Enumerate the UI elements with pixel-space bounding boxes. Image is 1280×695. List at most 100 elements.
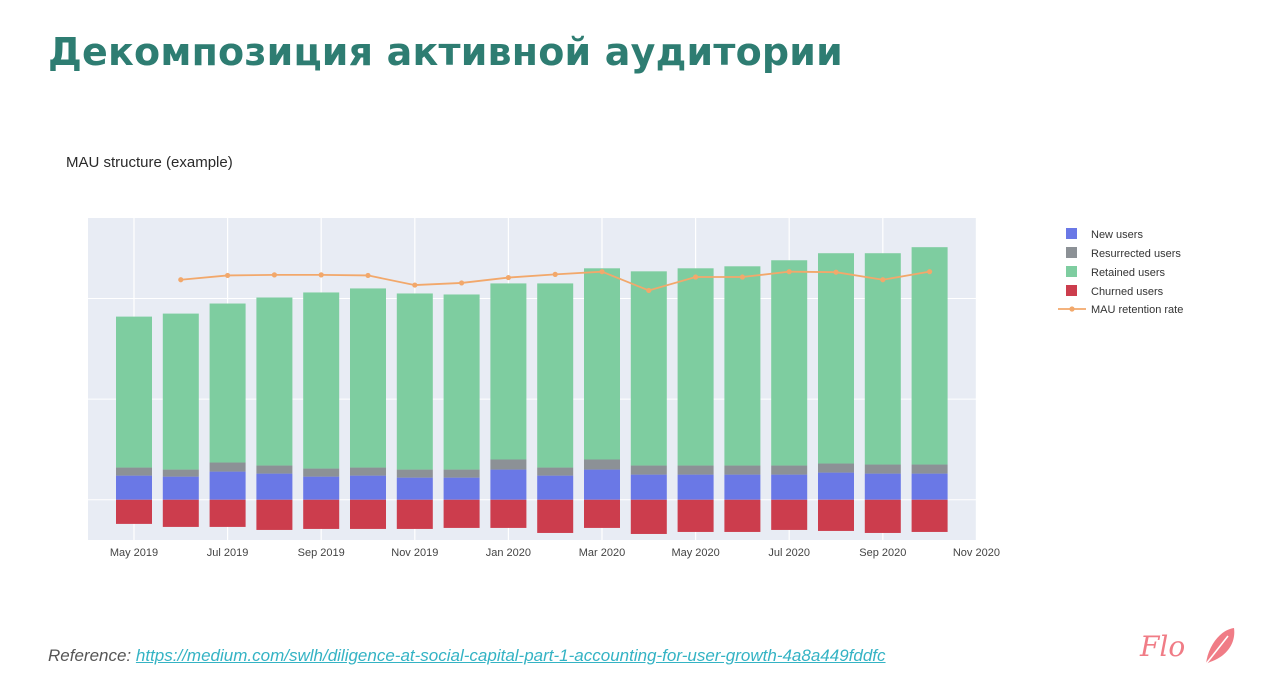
- legend-swatch-retained-users: [1066, 266, 1077, 277]
- resurrected-users-bar: [443, 469, 480, 478]
- resurrected-users-bar: [771, 465, 808, 475]
- retention-rate-point: [271, 272, 277, 278]
- legend-swatch-retention-point: [1069, 306, 1075, 312]
- feather-icon: [1205, 628, 1235, 665]
- retained-users-bar: [584, 268, 620, 460]
- x-tick-label: May 2019: [110, 547, 158, 559]
- chart-title: MAU structure (example): [66, 154, 233, 171]
- retention-rate-point: [786, 269, 792, 275]
- resurrected-users-bar: [209, 462, 246, 472]
- resurrected-users-bar: [818, 463, 854, 473]
- retention-rate-point: [412, 282, 418, 288]
- retention-rate-point: [552, 271, 558, 277]
- churned-users-bar: [162, 499, 199, 527]
- new-users-bar: [303, 476, 340, 500]
- retention-rate-point: [178, 277, 184, 283]
- resurrected-users-bar: [396, 469, 433, 478]
- churned-users-bar: [630, 499, 667, 534]
- retained-users-bar: [443, 294, 480, 470]
- new-users-bar: [396, 477, 433, 500]
- churned-users-bar: [537, 499, 574, 533]
- churned-users-bar: [818, 499, 854, 531]
- retention-rate-point: [646, 287, 652, 294]
- x-tick-label: Sep 2020: [859, 547, 906, 559]
- new-users-bar: [490, 469, 527, 500]
- new-users-bar: [350, 475, 386, 500]
- churned-users-bar: [396, 499, 433, 529]
- resurrected-users-bar: [864, 464, 901, 474]
- retention-rate-point: [880, 277, 886, 283]
- resurrected-users-bar: [724, 465, 761, 475]
- churned-users-bar: [350, 499, 386, 529]
- resurrected-users-bar: [584, 459, 620, 470]
- churned-users-bar: [864, 499, 901, 533]
- resurrected-users-bar: [350, 467, 386, 476]
- mau-structure-chart: May 2019 Jul 2019 Sep 2019 Nov 2019 Jan 2020…: [88, 218, 1183, 559]
- legend-label-retention-rate: MAU retention rate: [1091, 304, 1183, 316]
- retained-users-bar: [818, 253, 854, 464]
- retention-rate-point: [365, 272, 371, 279]
- new-users-bar: [911, 473, 948, 500]
- resurrected-users-bar: [677, 465, 714, 475]
- retention-rate-point: [693, 274, 699, 280]
- retained-users-bar: [537, 283, 574, 468]
- retained-users-bar: [162, 313, 199, 470]
- new-users-bar: [209, 471, 246, 500]
- churned-users-bar: [209, 499, 246, 527]
- legend-label-resurrected-users: Resurrected users: [1091, 248, 1181, 260]
- reference-link[interactable]: https://medium.com/swlh/diligence-at-soc…: [135, 646, 886, 665]
- resurrected-users-bar: [490, 459, 527, 470]
- retained-users-bar: [490, 283, 527, 460]
- resurrected-users-bar: [116, 467, 152, 476]
- new-users-bar: [584, 469, 620, 500]
- new-users-bar: [256, 473, 293, 500]
- retained-users-bar: [303, 292, 340, 469]
- slide-title: Декомпозиция активной аудитории: [48, 30, 843, 74]
- flo-logo: Flo: [1140, 622, 1240, 672]
- retention-rate-point: [927, 269, 933, 275]
- retained-users-bar: [677, 268, 714, 466]
- new-users-bar: [818, 472, 854, 500]
- churned-users-bar: [911, 499, 948, 532]
- flo-logo-text: Flo: [1140, 630, 1186, 663]
- retention-rate-point: [833, 269, 839, 275]
- new-users-bar: [162, 476, 199, 500]
- retention-rate-point: [739, 274, 746, 280]
- resurrected-users-bar: [256, 465, 293, 474]
- x-tick-label: Nov 2019: [391, 547, 438, 559]
- x-tick-label: May 2020: [671, 547, 719, 559]
- retained-users-bar: [116, 316, 152, 468]
- legend-label-churned-users: Churned users: [1091, 286, 1164, 298]
- retention-rate-point: [599, 269, 605, 275]
- retained-users-bar: [911, 247, 948, 465]
- legend-label-new-users: New users: [1091, 229, 1143, 241]
- retained-users-bar: [724, 266, 761, 466]
- resurrected-users-bar: [162, 469, 199, 477]
- x-tick-label: Jul 2019: [207, 547, 249, 559]
- x-tick-label: Jan 2020: [486, 547, 531, 559]
- retained-users-bar: [630, 271, 667, 466]
- new-users-bar: [630, 474, 667, 500]
- new-users-bar: [864, 473, 901, 500]
- retained-users-bar: [256, 297, 293, 466]
- new-users-bar: [677, 474, 714, 500]
- retention-rate-point: [318, 272, 324, 278]
- resurrected-users-bar: [630, 465, 667, 475]
- new-users-bar: [724, 474, 761, 500]
- churned-users-bar: [724, 499, 761, 532]
- resurrected-users-bar: [537, 467, 574, 476]
- new-users-bar: [771, 474, 808, 500]
- x-tick-label: Mar 2020: [579, 547, 625, 559]
- churned-users-bar: [677, 499, 714, 532]
- churned-users-bar: [443, 499, 480, 528]
- retention-rate-point: [505, 274, 511, 281]
- churned-users-bar: [771, 499, 808, 530]
- x-tick-label: Nov 2020: [953, 547, 1000, 559]
- new-users-bar: [116, 475, 152, 500]
- legend-label-retained-users: Retained users: [1091, 267, 1165, 279]
- legend-swatch-new-users: [1066, 228, 1077, 239]
- retention-rate-point: [459, 280, 465, 286]
- retained-users-bar: [209, 303, 246, 463]
- churned-users-bar: [584, 499, 620, 528]
- x-tick-label: Jul 2020: [768, 547, 810, 559]
